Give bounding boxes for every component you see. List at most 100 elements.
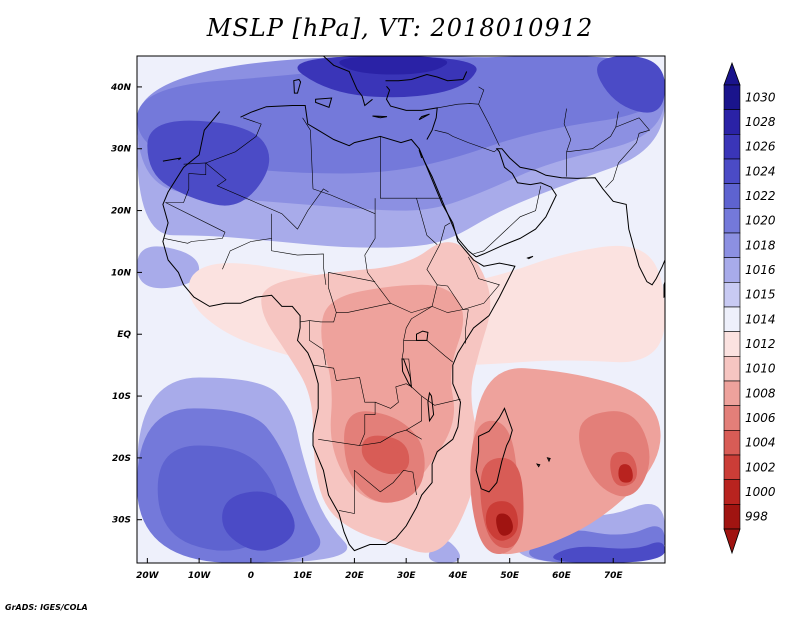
colorbar-label: 1008 xyxy=(745,386,776,400)
colorbar-swatch xyxy=(723,479,741,505)
colorbar-label: 1010 xyxy=(745,362,776,376)
border-31 xyxy=(605,117,651,188)
border-26 xyxy=(434,129,498,153)
y-tick-label: 30S xyxy=(112,516,131,526)
coastlines xyxy=(127,56,665,552)
crete xyxy=(372,115,388,119)
colorbar-label: 1020 xyxy=(745,214,776,228)
border-25 xyxy=(473,185,542,255)
x-tick-label: 0 xyxy=(248,571,254,581)
border-17 xyxy=(374,383,422,431)
colorbar-label: 1018 xyxy=(745,238,776,252)
x-tick-label: 20W xyxy=(136,571,160,581)
x-tick-label: 20E xyxy=(345,571,365,581)
x-tick-label: 10W xyxy=(188,571,212,581)
y-tick-label: 40N xyxy=(110,83,132,93)
colorbar-label: 1014 xyxy=(745,312,776,326)
colorbar-swatch xyxy=(723,257,741,283)
border-1 xyxy=(205,162,329,230)
border-2 xyxy=(165,162,207,203)
colorbar-swatch xyxy=(723,84,741,110)
colorbar-label: 1012 xyxy=(745,337,776,351)
border-19 xyxy=(403,340,453,363)
levant-coastline xyxy=(385,85,438,140)
x-tick-label: 40E xyxy=(448,571,469,581)
border-23 xyxy=(426,222,451,285)
pressure-zone-29 xyxy=(618,464,633,483)
colorbar-swatch xyxy=(723,134,741,160)
pressure-zone-3 xyxy=(147,120,270,206)
colorbar-swatch xyxy=(723,232,741,258)
socotra xyxy=(526,255,534,260)
suez xyxy=(418,149,423,159)
colorbar-swatch xyxy=(723,380,741,406)
border-3 xyxy=(164,202,226,244)
border-4 xyxy=(222,213,272,270)
colorbar-swatch xyxy=(723,306,741,332)
border-22 xyxy=(431,256,500,310)
colorbar-swatch xyxy=(723,282,741,308)
mauritius xyxy=(546,457,551,463)
x-tick-label: 70E xyxy=(604,571,624,581)
grads-credit: GrADS: IGES/COLA xyxy=(5,603,88,612)
x-tick-label: 10E xyxy=(293,571,313,581)
pressure-zone-2 xyxy=(137,56,665,174)
border-7 xyxy=(380,136,443,199)
y-tick-label: EQ xyxy=(117,330,131,340)
colorbar-label: 1004 xyxy=(745,436,776,450)
pressure-zone-11 xyxy=(222,491,295,551)
sardinia xyxy=(293,78,302,94)
border-28 xyxy=(478,104,500,146)
colorbar-label: 1028 xyxy=(745,115,776,129)
y-tick-label: 20S xyxy=(112,454,131,464)
cyprus xyxy=(418,113,430,121)
colorbar-swatch xyxy=(723,183,741,209)
border-27 xyxy=(437,86,485,109)
sri-lanka xyxy=(663,280,665,299)
madagascar xyxy=(475,407,513,493)
border-29 xyxy=(563,108,572,177)
x-tick-label: 30E xyxy=(397,571,417,581)
colorbar-label: 1006 xyxy=(745,411,776,425)
black-sea-south xyxy=(385,71,468,82)
balkan-coastline xyxy=(323,56,373,107)
red-sea-east-coast xyxy=(418,148,477,258)
pressure-zone-21 xyxy=(377,445,399,465)
border-5 xyxy=(271,238,327,285)
africa-coastline xyxy=(162,105,516,552)
reunion xyxy=(535,463,541,468)
canary-islands xyxy=(162,157,182,162)
colorbar-label: 1000 xyxy=(745,485,776,499)
border-15 xyxy=(338,470,355,514)
colorbar-label: 998 xyxy=(745,510,768,524)
colorbar-swatch xyxy=(723,430,741,456)
colorbar-label: 1016 xyxy=(745,263,776,277)
border-6 xyxy=(312,188,433,313)
colorbar-swatch xyxy=(723,356,741,382)
border-16 xyxy=(354,469,417,496)
colorbar-label: 1015 xyxy=(745,288,776,302)
colorbar-swatch xyxy=(723,158,741,184)
sicily xyxy=(315,97,333,108)
plot-frame xyxy=(136,55,666,564)
colorbar-bottom-arrow xyxy=(723,528,741,555)
pressure-zone-7 xyxy=(137,246,200,289)
pressure-zone-5 xyxy=(339,56,448,75)
y-axis: 40N 30N 20N 10N EQ 10S 20S 30S xyxy=(110,83,142,526)
x-tick-label: 50E xyxy=(500,571,520,581)
colorbar-label: 1024 xyxy=(745,164,776,178)
border-14 xyxy=(359,429,422,446)
map-title: MSLP [hPa], VT: 2018010912 xyxy=(206,14,594,42)
colorbar-swatch xyxy=(723,405,741,431)
cape-verde xyxy=(127,232,134,241)
border-11 xyxy=(300,312,337,323)
border-24 xyxy=(416,198,438,245)
border-12 xyxy=(309,320,327,366)
y-tick-label: 20N xyxy=(111,207,132,217)
x-tick-label: 60E xyxy=(552,571,572,581)
colorbar-label: 1030 xyxy=(745,90,776,104)
y-tick-label: 10S xyxy=(112,392,131,402)
colorbar-label: 1022 xyxy=(745,189,776,203)
border-10 xyxy=(328,272,391,313)
